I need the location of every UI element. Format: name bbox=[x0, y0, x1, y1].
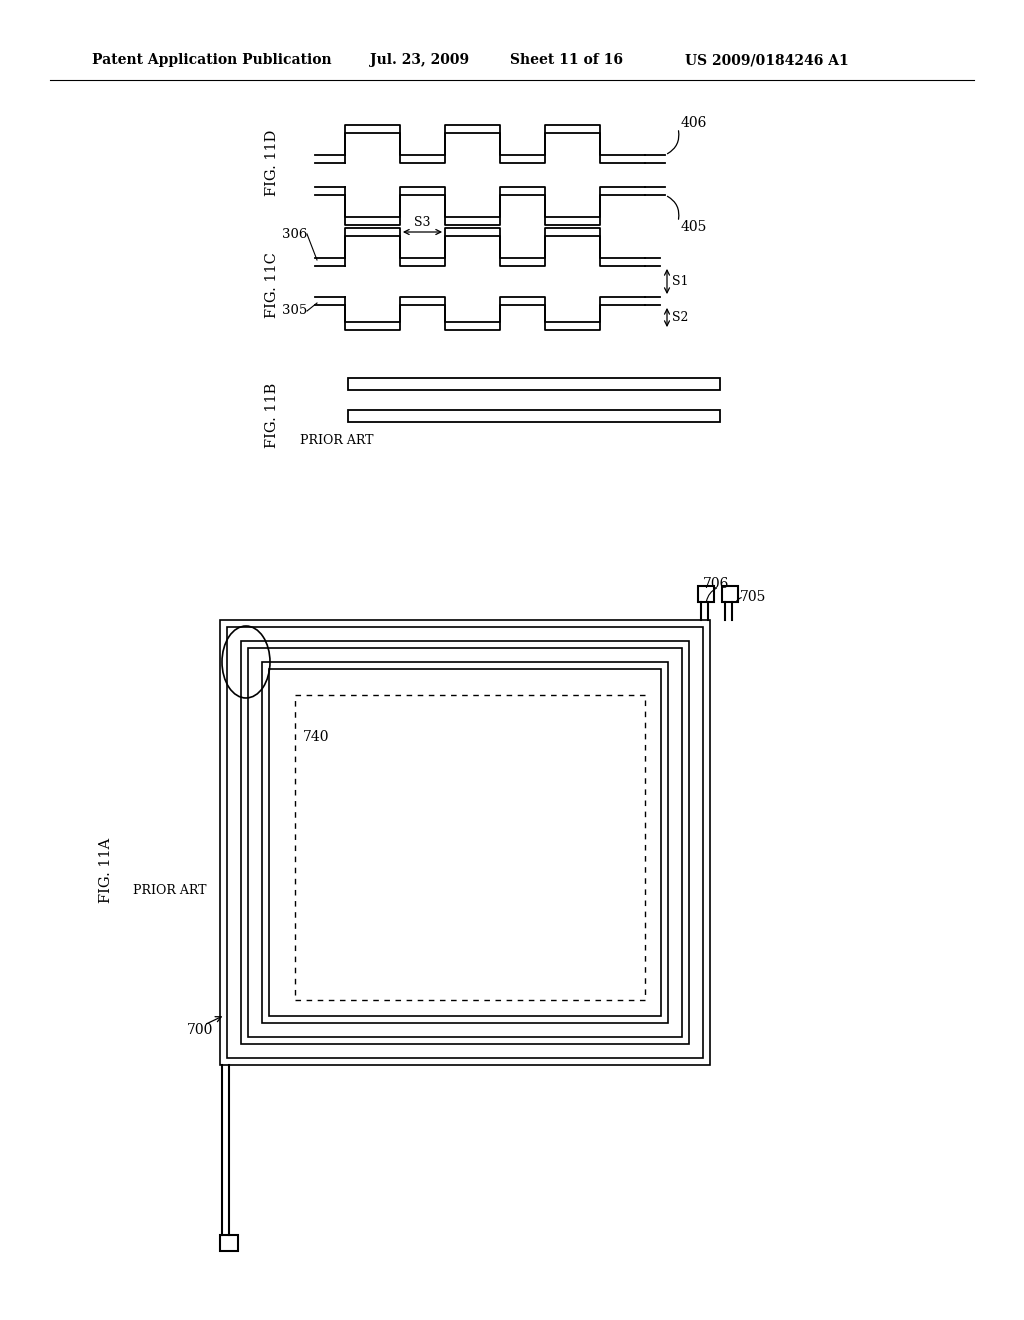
Text: FIG. 11B: FIG. 11B bbox=[265, 383, 279, 447]
Text: US 2009/0184246 A1: US 2009/0184246 A1 bbox=[685, 53, 849, 67]
Bar bbox=[227, 627, 703, 1059]
Text: 405: 405 bbox=[681, 220, 708, 234]
Bar bbox=[241, 642, 689, 1044]
Bar bbox=[262, 663, 668, 1023]
Bar bbox=[248, 648, 682, 1038]
Text: 700: 700 bbox=[187, 1023, 213, 1038]
Text: Jul. 23, 2009: Jul. 23, 2009 bbox=[370, 53, 469, 67]
Text: 306: 306 bbox=[282, 227, 307, 240]
Text: FIG. 11A: FIG. 11A bbox=[99, 837, 113, 903]
Text: FIG. 11C: FIG. 11C bbox=[265, 252, 279, 318]
Text: PRIOR ART: PRIOR ART bbox=[133, 883, 207, 896]
Text: S3: S3 bbox=[415, 216, 431, 230]
Bar bbox=[348, 378, 720, 389]
Bar bbox=[269, 669, 662, 1016]
Bar bbox=[722, 586, 738, 602]
Text: S1: S1 bbox=[672, 275, 688, 288]
Text: 705: 705 bbox=[740, 590, 766, 605]
Bar bbox=[348, 411, 720, 422]
Text: 406: 406 bbox=[681, 116, 708, 129]
Bar bbox=[698, 586, 714, 602]
Bar bbox=[220, 620, 710, 1065]
Text: FIG. 11D: FIG. 11D bbox=[265, 129, 279, 197]
Text: PRIOR ART: PRIOR ART bbox=[300, 433, 374, 446]
Text: S2: S2 bbox=[672, 312, 688, 323]
Text: 706: 706 bbox=[703, 577, 729, 591]
Text: Sheet 11 of 16: Sheet 11 of 16 bbox=[510, 53, 623, 67]
Text: 740: 740 bbox=[303, 730, 330, 744]
Text: 305: 305 bbox=[282, 305, 307, 318]
Text: Patent Application Publication: Patent Application Publication bbox=[92, 53, 332, 67]
Bar bbox=[220, 1236, 238, 1251]
